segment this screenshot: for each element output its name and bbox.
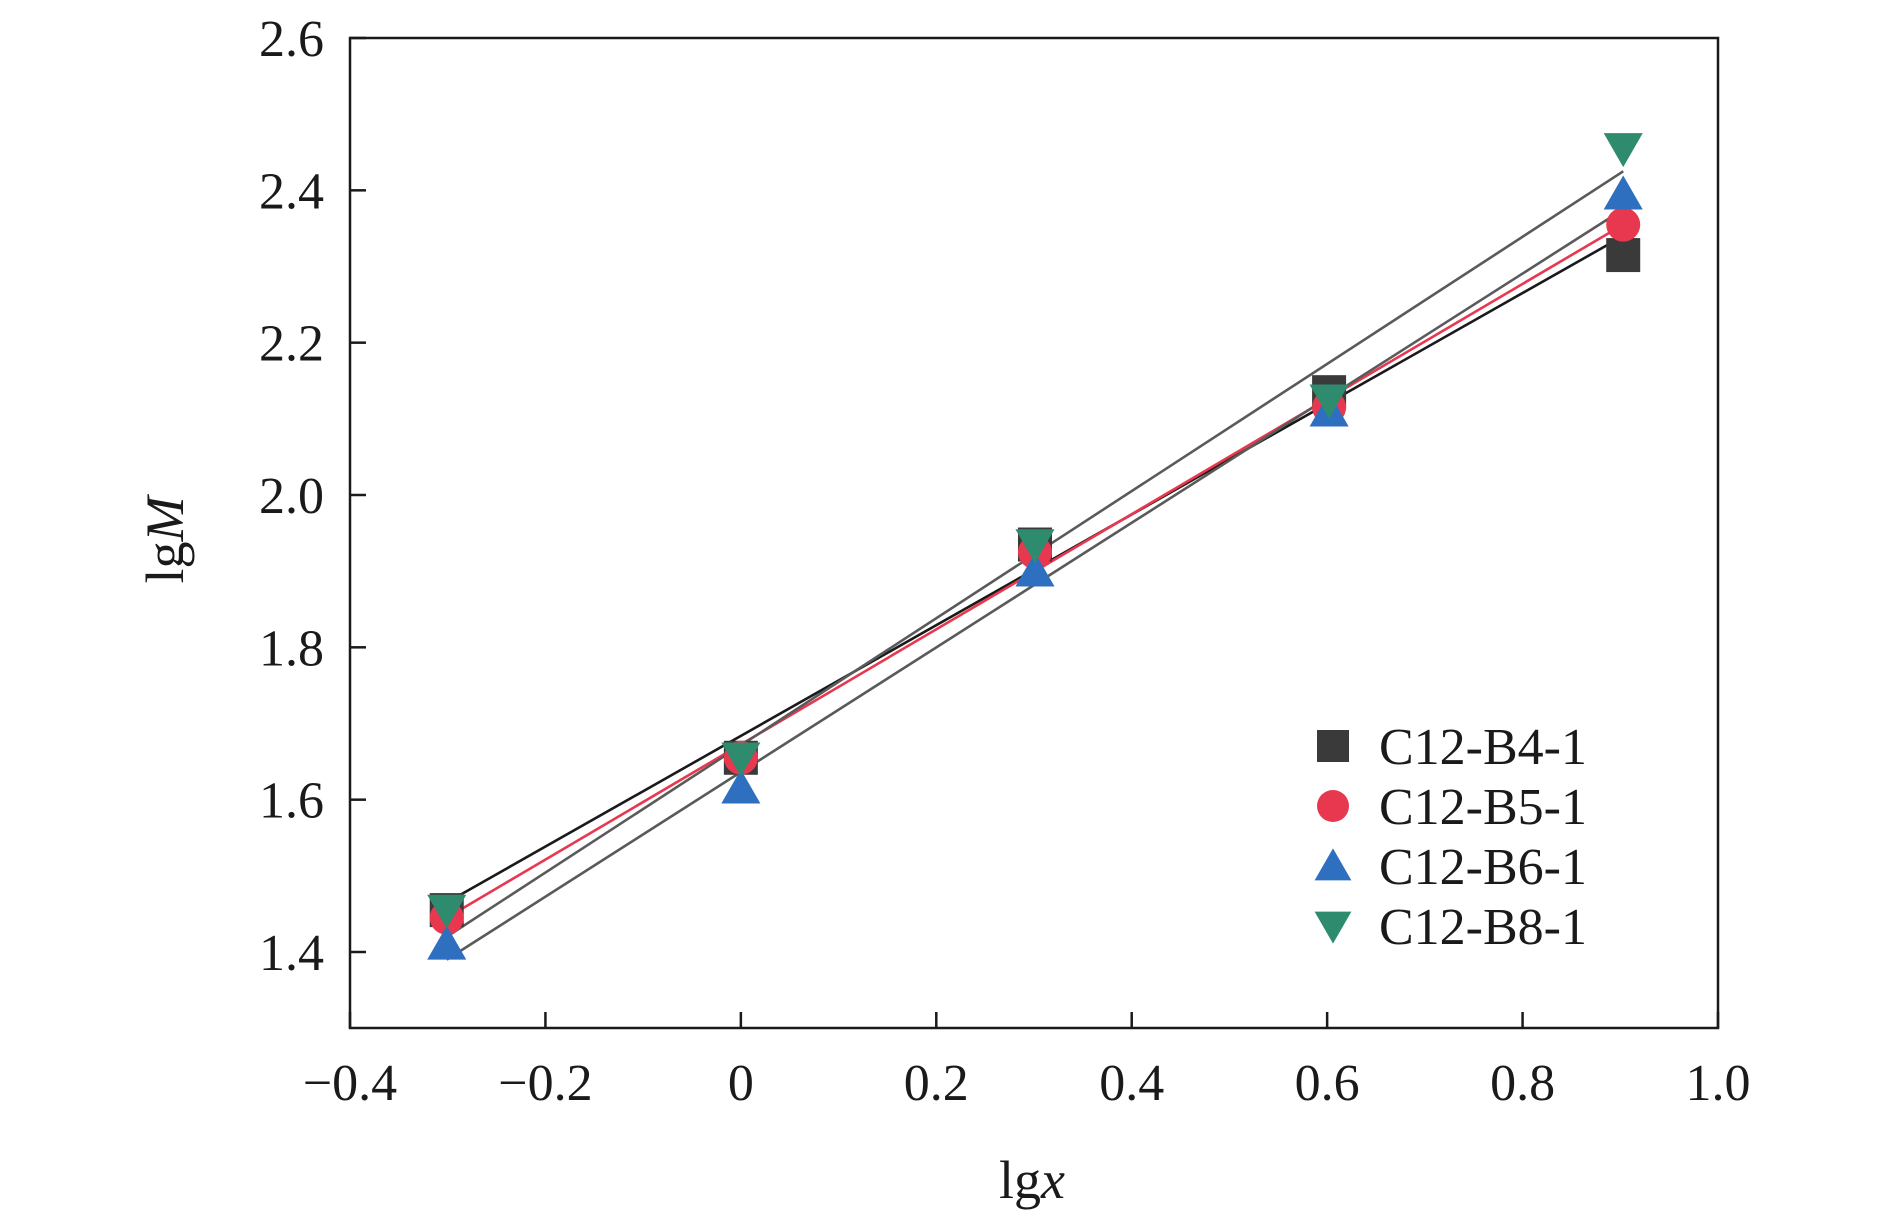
- marker-c12-b8-1: [1309, 384, 1349, 419]
- x-tick-label: 0.2: [904, 1055, 969, 1112]
- marker-c12-b6-1: [721, 769, 761, 804]
- legend-marker-c12-b5-1: [1317, 790, 1349, 822]
- marker-c12-b4-1: [1606, 238, 1641, 273]
- marker-c12-b6-1: [427, 925, 467, 960]
- x-tick-label: 0.6: [1295, 1055, 1360, 1112]
- y-tick-label: 1.4: [259, 925, 324, 982]
- marker-c12-b8-1: [1015, 529, 1055, 564]
- y-tick-label: 2.4: [259, 163, 324, 220]
- y-tick-label: 1.6: [259, 773, 324, 830]
- y-tick-label: 2.2: [259, 316, 324, 373]
- legend-label: C12-B6-1: [1379, 839, 1587, 896]
- legend-label: C12-B8-1: [1379, 899, 1587, 956]
- legend-marker-c12-b8-1: [1314, 911, 1352, 944]
- legend-marker-c12-b6-1: [1314, 848, 1352, 881]
- x-tick-label: 0: [728, 1055, 754, 1112]
- plot-frame: [348, 36, 1720, 1030]
- marker-c12-b6-1: [1603, 175, 1643, 210]
- legend-label: C12-B5-1: [1379, 779, 1587, 836]
- marker-c12-b8-1: [427, 894, 467, 929]
- data-markers: [427, 133, 1643, 960]
- x-axis: −0.4 −0.2 0 0.2 0.4 0.6 0.8 1.0: [303, 1012, 1751, 1112]
- x-axis-title: lgx: [999, 1150, 1065, 1210]
- x-tick-label: 0.4: [1099, 1055, 1164, 1112]
- y-tick-label: 2.0: [259, 468, 324, 525]
- marker-c12-b5-1: [1606, 207, 1641, 242]
- legend-marker-c12-b4-1: [1317, 730, 1349, 762]
- marker-c12-b8-1: [1603, 133, 1643, 168]
- x-tick-label: −0.4: [303, 1055, 397, 1112]
- y-tick-label: 1.8: [259, 620, 324, 677]
- marker-c12-b8-1: [721, 742, 761, 777]
- y-axis: 1.4 1.6 1.8 2.0 2.2 2.4 2.6: [259, 11, 366, 982]
- y-tick-label: 2.6: [259, 11, 324, 68]
- legend-label: C12-B4-1: [1379, 719, 1587, 776]
- x-tick-label: −0.2: [498, 1055, 592, 1112]
- y-axis-title: lgM: [135, 493, 195, 583]
- plot-border: [348, 36, 1720, 1030]
- x-tick-label: 0.8: [1490, 1055, 1555, 1112]
- marker-c12-b6-1: [1015, 552, 1055, 587]
- x-tick-label: 1.0: [1686, 1055, 1751, 1112]
